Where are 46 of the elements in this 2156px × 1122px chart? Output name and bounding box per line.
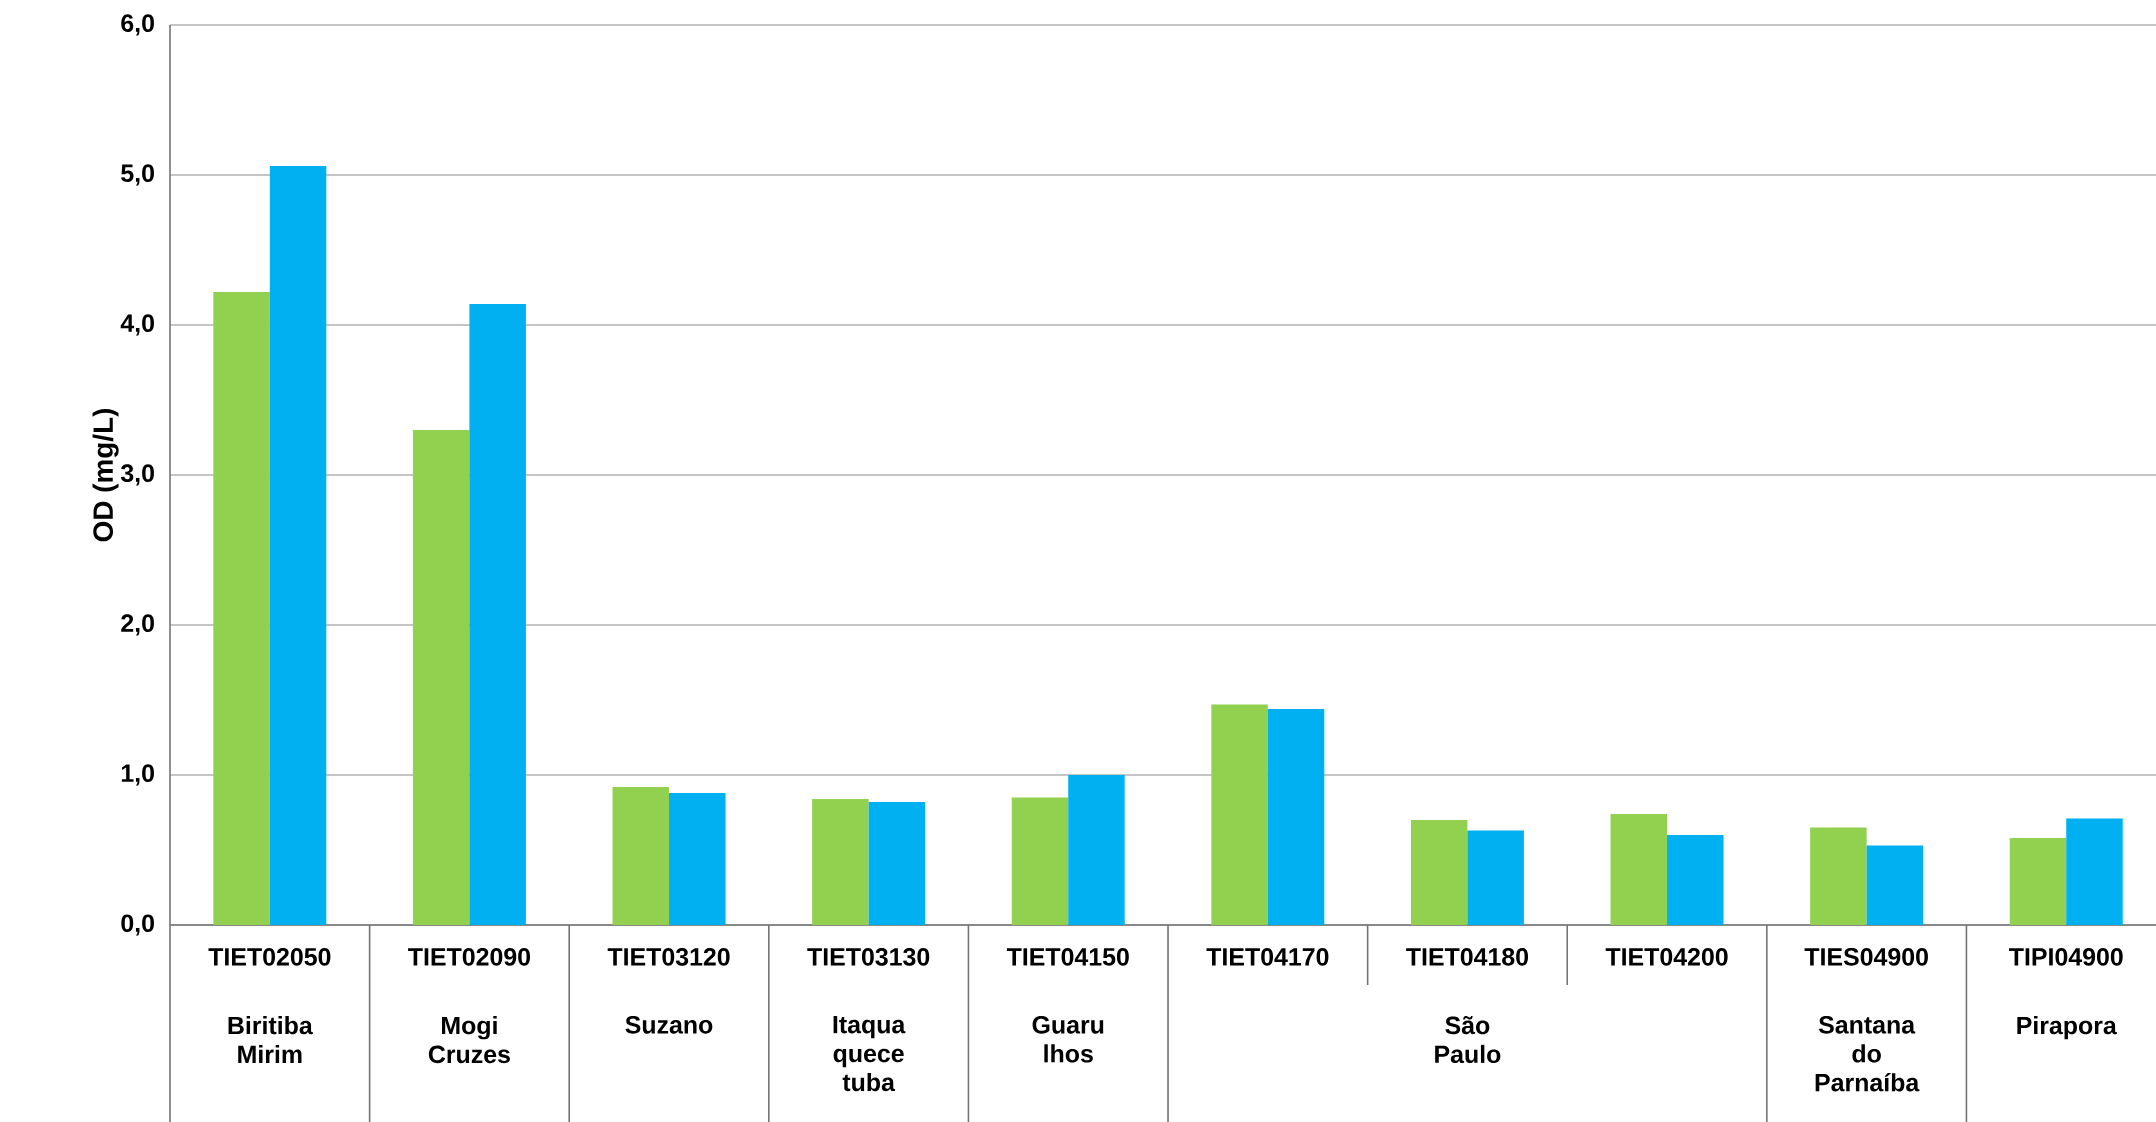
y-tick-label: 4,0: [120, 314, 154, 336]
bar: [1467, 830, 1524, 925]
bar: [868, 801, 926, 925]
bar: [269, 165, 327, 925]
bar: [213, 291, 270, 925]
y-tick-label: 6,0: [121, 14, 154, 36]
text: Pirapora: [2017, 1016, 2117, 1040]
bar: [1866, 845, 1924, 925]
text: Guaru lhos: [1032, 1016, 1104, 1063]
text: Biritiba Mirim: [228, 1016, 313, 1063]
bar: [1011, 797, 1069, 925]
bar: [2066, 818, 2123, 925]
x-tick-label: TIPI04900: [2009, 948, 2123, 966]
x-tick-label: TIET04170: [1206, 948, 1329, 966]
y-tick-label: 0,0: [121, 914, 154, 936]
bar: [812, 798, 869, 925]
bar: [1667, 834, 1724, 925]
bar: [412, 429, 470, 925]
y-axis-title: OD (mg/L): [92, 408, 119, 542]
y-tick-label: 1,0: [121, 764, 154, 786]
x-tick-label: TIES04900: [1804, 948, 1928, 966]
bar: [1267, 708, 1325, 925]
bar: [1211, 704, 1268, 925]
x-tick-label: TIET02090: [408, 948, 531, 966]
x-tick-label: TIET02050: [208, 948, 331, 966]
text: Santana do Parnaíba: [1815, 1016, 1920, 1092]
bar: [1068, 774, 1125, 925]
bar: [1810, 827, 1867, 925]
bar: [469, 303, 526, 925]
x-tick-label: TIET03120: [607, 948, 730, 966]
bar: [2009, 837, 2067, 925]
text: Suzano: [625, 1016, 713, 1034]
bar: [612, 786, 670, 925]
x-tick-label: TIET04150: [1006, 948, 1129, 966]
y-tick-label: 3,0: [120, 464, 154, 486]
bar: [669, 792, 726, 925]
text: São Paulo: [1435, 1016, 1501, 1064]
y-tick-label: 5,0: [121, 164, 154, 186]
text: Itaqua quece tuba: [833, 1016, 906, 1092]
x-tick-label: TIET04200: [1605, 948, 1728, 966]
y-tick-label: 2,0: [121, 614, 154, 636]
bar: [1410, 819, 1468, 925]
x-tick-label: TIET03130: [807, 948, 930, 966]
text: Mogi Cruzes: [428, 1016, 510, 1064]
x-tick-label: TIET04180: [1406, 948, 1529, 966]
bar: [1610, 813, 1668, 925]
